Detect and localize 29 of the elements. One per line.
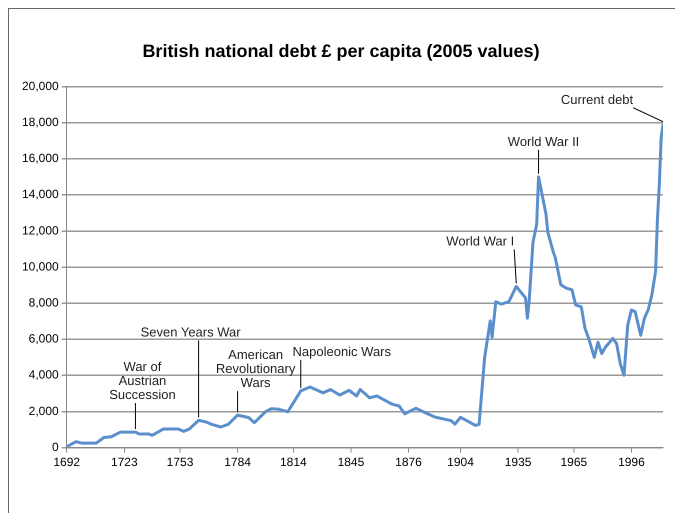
x-tick-label: 1814 — [280, 455, 308, 470]
x-tick-label: 1996 — [618, 455, 646, 470]
x-tick-label: 1784 — [224, 455, 252, 470]
annotation: Seven Years War — [140, 324, 242, 340]
y-tick-label: 6,000 — [28, 332, 60, 346]
y-tick-label: 4,000 — [28, 368, 60, 382]
y-tick-label: 18,000 — [22, 115, 60, 130]
y-tick-label: 20,000 — [22, 78, 60, 93]
y-tick-label: 14,000 — [22, 187, 60, 202]
y-tick-label: 8,000 — [28, 296, 60, 310]
x-tick-label: 1935 — [504, 455, 532, 470]
x-tick-label: 1904 — [447, 455, 474, 470]
x-tick-label: 1845 — [338, 455, 365, 470]
annotation: Napoleonic Wars — [292, 344, 392, 359]
y-tick-label: 16,000 — [22, 151, 60, 166]
y-tick-label: 10,000 — [22, 259, 60, 274]
x-tick-label: 1692 — [53, 455, 80, 470]
x-tick-label: 1753 — [166, 455, 194, 470]
annotation: World War II — [508, 134, 580, 149]
chart-title: British national debt £ per capita (2005 values) — [142, 40, 540, 61]
x-tick-label: 1723 — [110, 455, 138, 470]
annotation: War of Austrian Succession — [109, 359, 176, 402]
annotation: World War I — [446, 233, 514, 248]
y-tick-label: 0 — [52, 440, 60, 454]
y-tick-label: 2,000 — [28, 404, 60, 418]
y-tick-label: 12,000 — [22, 223, 60, 238]
x-tick-label: 1876 — [395, 455, 422, 470]
x-tick-label: 1965 — [560, 455, 588, 470]
annotation: Current debt — [560, 92, 634, 107]
